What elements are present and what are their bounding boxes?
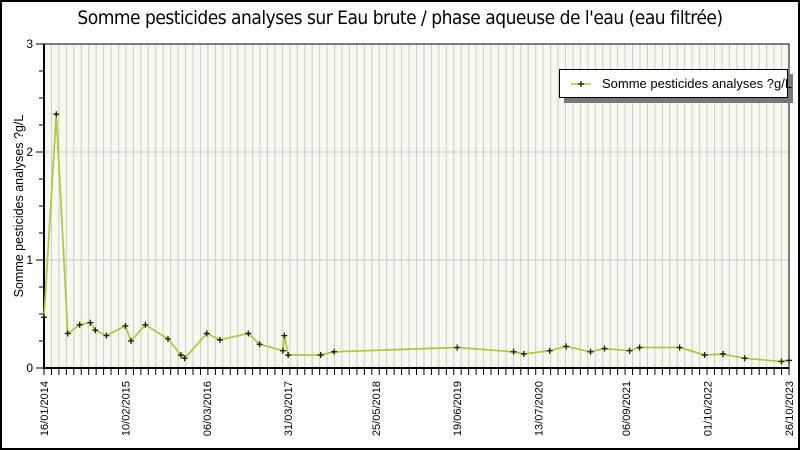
data-point-marker [203, 330, 210, 337]
data-point-marker [563, 343, 570, 350]
x-tick-label: 01/10/2022 [703, 381, 715, 436]
data-point-marker [92, 327, 99, 334]
data-point-marker [245, 330, 252, 337]
data-point-marker [181, 355, 188, 362]
y-tick-label: 2 [26, 145, 33, 159]
data-point-marker [87, 319, 94, 326]
data-point-marker [587, 348, 594, 355]
data-point-marker [676, 344, 683, 351]
data-point-marker [281, 332, 288, 339]
data-point-marker [122, 322, 129, 329]
data-point-marker [601, 345, 608, 352]
data-point-marker [720, 350, 727, 357]
x-tick-label: 26/10/2023 [784, 381, 796, 436]
data-point-marker [279, 347, 286, 354]
data-point-marker [778, 358, 785, 365]
data-point-marker [636, 344, 643, 351]
data-point-marker [142, 321, 149, 328]
x-tick-label: 25/05/2018 [371, 381, 383, 436]
x-tick-label: 10/02/2015 [120, 381, 132, 436]
data-point-marker [546, 347, 553, 354]
data-point-marker [164, 335, 171, 342]
data-point-marker [285, 352, 292, 359]
x-tick-label: 13/07/2020 [534, 381, 546, 436]
data-point-marker [76, 321, 83, 328]
data-point-marker [53, 111, 60, 118]
legend-box: Somme pesticides analyses ?g/L [559, 69, 792, 98]
data-point-marker [216, 336, 223, 343]
data-point-marker [64, 330, 71, 337]
x-tick-label: 06/03/2016 [202, 381, 214, 436]
data-point-marker [626, 347, 633, 354]
data-point-marker [103, 332, 110, 339]
legend-series-marker-icon [571, 80, 591, 87]
data-point-marker [520, 350, 527, 357]
y-tick-label: 3 [26, 37, 33, 51]
data-point-marker [128, 338, 135, 344]
x-tick-label: 19/06/2019 [452, 381, 464, 436]
data-point-marker [786, 357, 792, 364]
data-point-marker [454, 344, 461, 351]
y-tick-label: 0 [26, 361, 33, 375]
data-point-marker [317, 352, 324, 359]
x-tick-label: 16/01/2014 [39, 381, 51, 436]
data-point-marker [741, 355, 748, 362]
data-point-marker [256, 341, 263, 348]
data-point-marker [177, 352, 184, 359]
x-tick-label: 31/03/2017 [283, 381, 295, 436]
data-point-marker [510, 348, 517, 355]
chart-title: Somme pesticides analyses sur Eau brute … [77, 7, 723, 29]
data-point-marker [701, 352, 708, 359]
x-tick-label: 06/09/2021 [621, 381, 633, 436]
data-point-marker [331, 348, 338, 355]
y-tick-label: 1 [26, 253, 33, 267]
data-point-marker [41, 314, 47, 321]
legend-series-label: Somme pesticides analyses ?g/L [602, 76, 793, 91]
